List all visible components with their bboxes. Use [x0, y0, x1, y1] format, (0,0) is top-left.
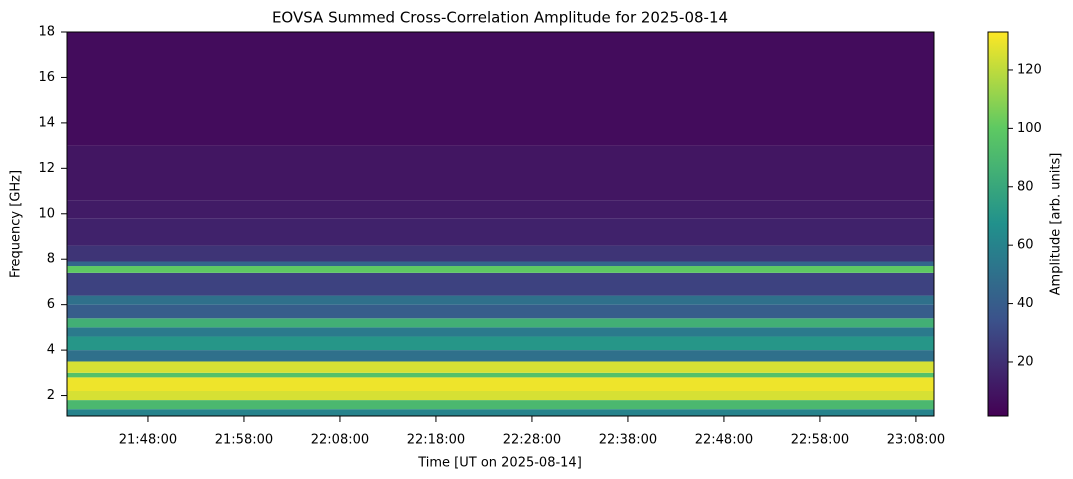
colorbar	[987, 31, 1009, 417]
x-tick-label: 21:58:00	[215, 433, 273, 448]
heatmap-band	[67, 336, 934, 351]
heatmap-band	[67, 245, 934, 262]
heatmap-band	[67, 261, 934, 267]
y-tick-label: 4	[47, 343, 55, 358]
heatmap-band	[67, 391, 934, 401]
heatmap-band	[67, 304, 934, 319]
heatmap-band	[67, 295, 934, 305]
x-tick-label: 22:08:00	[311, 433, 369, 448]
y-tick-label: 10	[38, 206, 55, 221]
heatmap-band	[67, 145, 934, 201]
x-tick-label: 22:48:00	[695, 433, 753, 448]
x-tick-label: 22:28:00	[503, 433, 561, 448]
heatmap-band	[67, 318, 934, 328]
heatmap-band	[67, 32, 934, 146]
heatmap-band	[67, 272, 934, 296]
colorbar-label: Amplitude [arb. units]	[1049, 153, 1064, 296]
y-tick-label: 6	[47, 297, 55, 312]
heatmap-band	[67, 350, 934, 362]
x-tick-label: 23:08:00	[887, 433, 945, 448]
y-tick-label: 16	[38, 70, 55, 85]
y-tick-label: 12	[38, 161, 55, 176]
heatmap-band	[67, 372, 934, 378]
chart-title: EOVSA Summed Cross-Correlation Amplitude…	[272, 9, 728, 27]
heatmap-band	[67, 218, 934, 246]
x-tick-label: 22:58:00	[791, 433, 849, 448]
heatmap-band	[67, 377, 934, 392]
y-tick-label: 8	[47, 252, 55, 267]
x-tick-label: 22:18:00	[407, 433, 465, 448]
heatmap-band	[67, 266, 934, 273]
colorbar-tick-label: 80	[1017, 179, 1034, 194]
colorbar-tick-label: 120	[1017, 62, 1042, 77]
y-tick-label: 14	[38, 115, 55, 130]
heatmap-band	[67, 361, 934, 373]
x-axis-label: Time [UT on 2025-08-14]	[417, 456, 582, 471]
colorbar-tick-label: 100	[1017, 121, 1042, 136]
y-axis-label: Frequency [GHz]	[9, 170, 24, 278]
colorbar-tick-label: 20	[1017, 354, 1034, 369]
colorbar-tick-label: 60	[1017, 238, 1034, 253]
y-tick-label: 18	[38, 25, 55, 40]
heatmap-band	[67, 200, 934, 219]
y-tick-label: 2	[47, 388, 55, 403]
x-tick-label: 22:38:00	[599, 433, 657, 448]
colorbar-tick-label: 40	[1017, 296, 1034, 311]
plot-frame	[66, 31, 935, 417]
heatmap-band	[67, 409, 934, 416]
heatmap-band	[67, 400, 934, 410]
x-tick-label: 21:48:00	[119, 433, 177, 448]
heatmap-band	[67, 327, 934, 337]
